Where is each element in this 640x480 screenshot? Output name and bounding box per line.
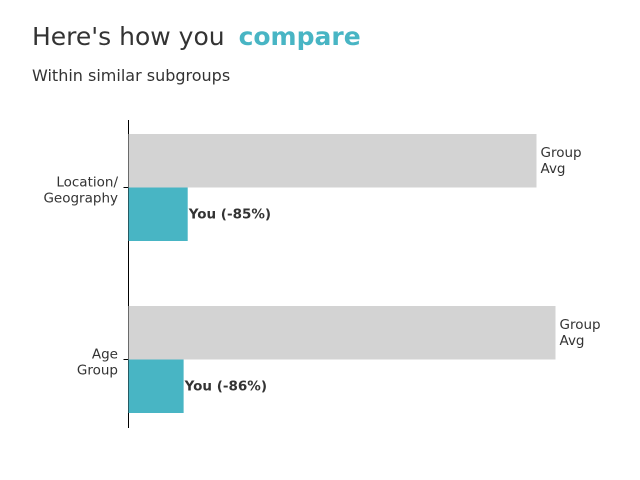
you-bar [128, 187, 188, 241]
subtitle: Within similar subgroups [32, 66, 231, 85]
group-avg-bar [128, 306, 556, 360]
group-avg-label: Group Avg [560, 317, 601, 349]
you-bar [128, 359, 184, 413]
you-label: You (-86%) [184, 379, 267, 395]
category-label: Age Group [77, 347, 118, 379]
title-accent: compare [238, 22, 361, 51]
you-label: You (-85%) [188, 207, 271, 223]
group-avg-bar [128, 134, 537, 188]
category-label: Location/Geography [43, 175, 118, 207]
title-prefix: Here's how you [32, 22, 225, 51]
group-avg-label: Group Avg [541, 145, 582, 177]
page-title: Here's how you compare [32, 22, 361, 51]
